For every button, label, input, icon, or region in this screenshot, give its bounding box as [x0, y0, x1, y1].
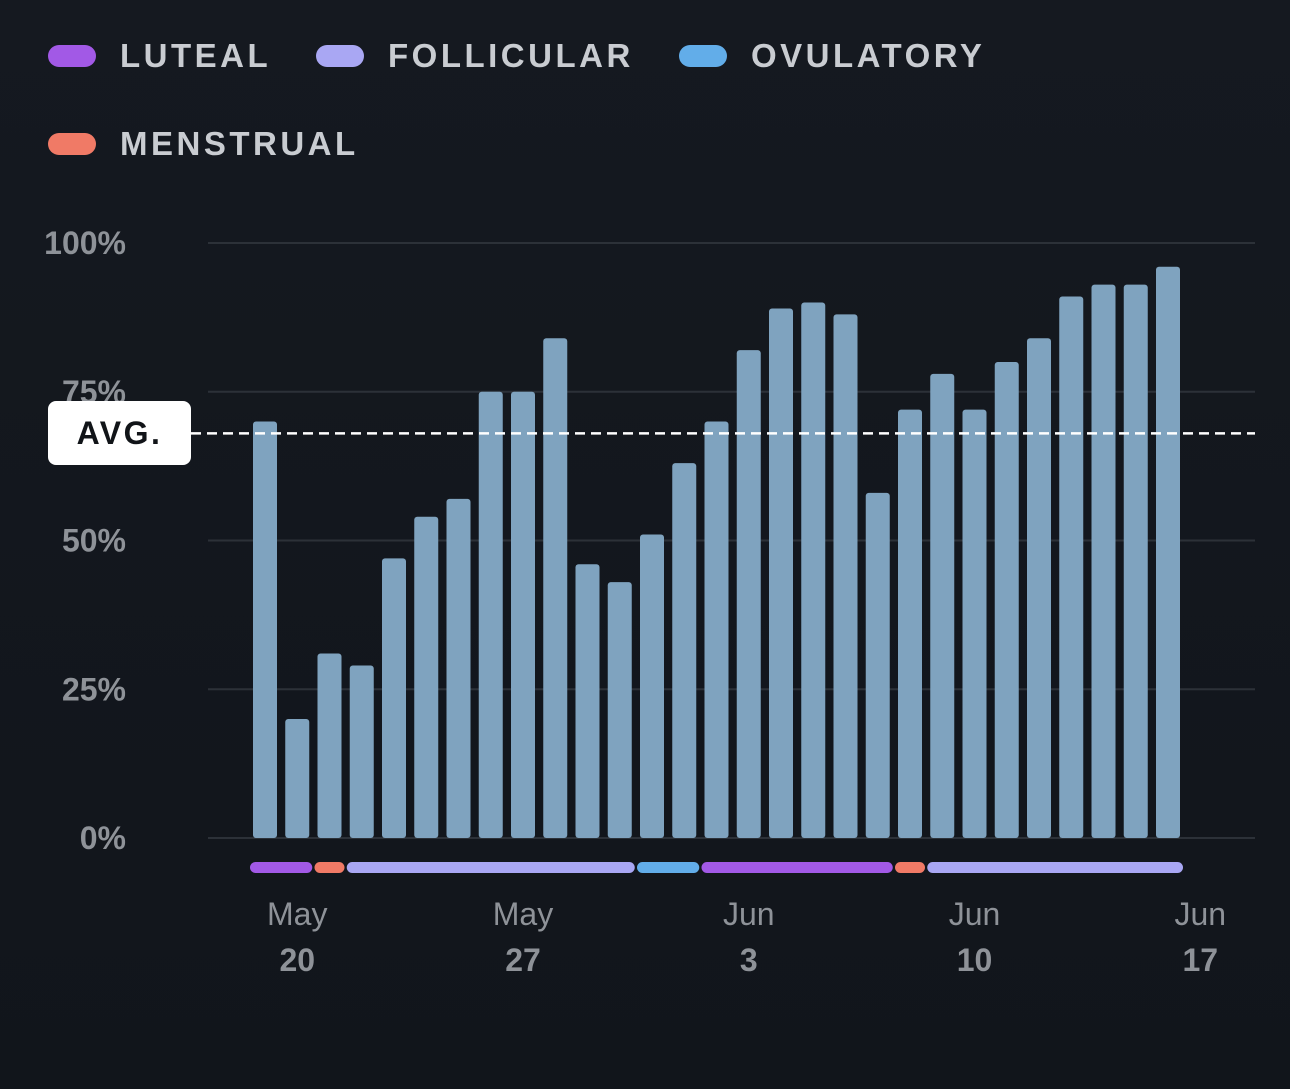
bar: [898, 409, 922, 838]
phase-segment-luteal: [701, 862, 893, 873]
x-tick-day: 10: [957, 942, 993, 978]
bar: [1027, 338, 1051, 838]
legend-label-luteal: LUTEAL: [120, 37, 272, 74]
phase-segment-ovulatory: [637, 862, 700, 873]
x-axis-ticks: May 20 May 27 Jun 3 Jun 10 Jun 17: [267, 896, 1226, 978]
phase-strip: [250, 862, 1183, 873]
y-tick-label: 50%: [62, 523, 126, 559]
bar: [736, 350, 761, 838]
phase-segment-menstrual: [895, 862, 925, 873]
legend-item-follicular: FOLLICULAR: [316, 28, 634, 84]
bar: [382, 558, 406, 838]
y-tick-label: 25%: [62, 671, 126, 707]
bar: [769, 308, 793, 838]
phase-segment-menstrual: [314, 862, 345, 873]
bar: [640, 534, 664, 838]
x-tick-day: 20: [279, 942, 315, 978]
x-tick-day: 27: [505, 942, 541, 978]
bar: [446, 498, 471, 838]
bar: [1156, 266, 1180, 838]
bar: [1059, 296, 1084, 838]
bars: [253, 266, 1180, 838]
bar: [543, 338, 568, 838]
bar: [478, 391, 503, 838]
bar: [865, 492, 890, 838]
bar: [317, 653, 342, 838]
bar: [1091, 284, 1116, 838]
bar: [1123, 284, 1148, 838]
bar: [349, 665, 374, 838]
bar: [962, 409, 987, 838]
bar: [994, 362, 1019, 838]
x-tick-month: May: [267, 896, 327, 932]
average-label: AVG.: [48, 401, 191, 465]
x-tick-month: May: [493, 896, 553, 932]
bar: [575, 564, 600, 838]
phase-segment-follicular: [346, 862, 635, 873]
y-axis-ticks: 100%75%50%25%0%: [44, 225, 126, 856]
x-tick-day: 17: [1182, 942, 1218, 978]
bar: [801, 302, 826, 838]
legend-item-ovulatory: OVULATORY: [679, 28, 985, 84]
y-tick-label: 0%: [80, 820, 126, 856]
legend-swatch-follicular: [316, 45, 364, 67]
legend-label-ovulatory: OVULATORY: [751, 37, 986, 74]
legend-label-follicular: FOLLICULAR: [388, 37, 634, 74]
x-tick-month: Jun: [949, 896, 1001, 932]
bar: [414, 516, 439, 838]
bar: [704, 421, 729, 838]
legend-item-luteal: LUTEAL: [48, 28, 271, 84]
bar: [285, 719, 310, 838]
y-tick-label: 100%: [44, 225, 126, 261]
bar: [607, 582, 632, 838]
bar: [672, 463, 697, 838]
bar: [511, 391, 535, 838]
legend-swatch-menstrual: [48, 133, 96, 155]
bar: [833, 314, 858, 838]
phase-segment-follicular: [927, 862, 1183, 873]
x-tick-month: Jun: [1174, 896, 1226, 932]
x-tick-day: 3: [740, 942, 758, 978]
legend-swatch-luteal: [48, 45, 96, 67]
legend-item-menstrual: MENSTRUAL: [48, 116, 359, 172]
legend-swatch-ovulatory: [679, 45, 727, 67]
legend-label-menstrual: MENSTRUAL: [120, 125, 359, 162]
bar: [930, 373, 955, 838]
x-tick-month: Jun: [723, 896, 775, 932]
phase-segment-luteal: [250, 862, 313, 873]
bar: [253, 421, 277, 838]
